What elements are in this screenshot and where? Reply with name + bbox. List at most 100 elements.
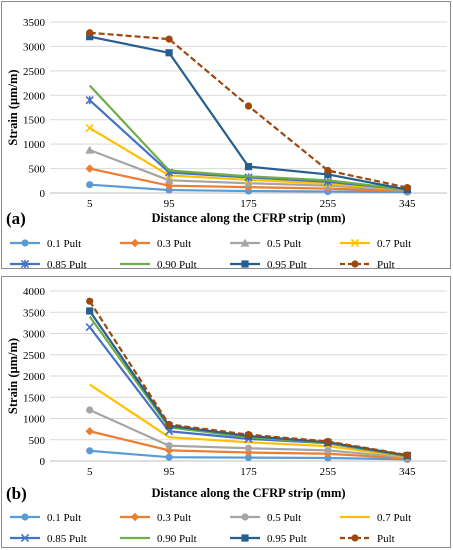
y-tick-label-b: 2000 bbox=[23, 371, 46, 383]
legend-label-a: 0.90 Pult bbox=[157, 259, 197, 271]
series-line-b bbox=[89, 383, 408, 458]
data-point-a bbox=[85, 164, 94, 173]
y-tick-label-b: 500 bbox=[29, 435, 46, 447]
data-point-a bbox=[324, 170, 332, 179]
x-tick-label-b: 95 bbox=[164, 466, 176, 478]
legend-marker-b bbox=[130, 512, 140, 522]
legend-label-b: 0.5 Pult bbox=[267, 512, 301, 524]
data-point-a bbox=[165, 186, 173, 194]
data-point-a bbox=[244, 163, 253, 171]
legend-label-b: 0.85 Pult bbox=[47, 533, 87, 545]
y-axis-title-a: Strain (μm/m) bbox=[6, 69, 20, 145]
legend-item-b: 0.5 Pult bbox=[230, 512, 301, 524]
x-tick-label-b: 345 bbox=[399, 466, 416, 478]
legend-marker-a bbox=[20, 259, 30, 269]
data-point-a bbox=[324, 166, 332, 175]
chart-b-svg: 0 500 1000 1500 2000 2500 3000 3500 4000 5 95 175 25… bbox=[6, 286, 447, 545]
x-tick-label-b: 175 bbox=[240, 466, 257, 478]
legend-label-a: 0.5 Pult bbox=[267, 238, 301, 250]
legend-label-b: 0.7 Pult bbox=[377, 512, 411, 524]
series-b-7 bbox=[86, 297, 411, 459]
data-point-b bbox=[165, 453, 173, 461]
legend-item-a: 0.95 Pult bbox=[230, 259, 307, 271]
y-tick-label-a: 1000 bbox=[23, 139, 46, 151]
series-a-2 bbox=[85, 145, 412, 194]
data-point-b bbox=[85, 322, 94, 332]
legend-label-b: 0.90 Pult bbox=[157, 533, 197, 545]
x-tick-label-a: 345 bbox=[399, 198, 416, 210]
panel-letter-a: (a) bbox=[6, 209, 26, 228]
legend-item-a: 0.5 Pult bbox=[230, 238, 301, 250]
x-tick-label-a: 255 bbox=[320, 198, 337, 210]
x-tick-label-a: 175 bbox=[240, 198, 257, 210]
data-point-a bbox=[244, 182, 253, 192]
legend-item-b: 0.1 Pult bbox=[10, 512, 81, 524]
legend-marker-b bbox=[351, 534, 359, 542]
legend-marker-a bbox=[351, 260, 359, 268]
legend-item-a: Pult bbox=[340, 259, 395, 271]
y-tick-label-b: 1000 bbox=[23, 414, 46, 426]
legend-label-a: Pult bbox=[377, 259, 395, 271]
x-tick-label-b: 255 bbox=[320, 466, 337, 478]
legend-label-b: 0.95 Pult bbox=[267, 533, 307, 545]
legend-marker-a bbox=[241, 260, 249, 268]
legend-label-a: 0.7 Pult bbox=[377, 238, 411, 250]
legend-marker-a bbox=[350, 238, 360, 248]
data-point-b bbox=[244, 448, 253, 457]
legend-label-a: 0.1 Pult bbox=[47, 238, 81, 250]
data-point-b bbox=[244, 444, 253, 452]
data-point-a bbox=[85, 96, 94, 105]
data-point-a bbox=[403, 184, 411, 192]
y-tick-label-b: 0 bbox=[40, 456, 46, 468]
y-tick-label-a: 3000 bbox=[23, 41, 46, 53]
data-point-a bbox=[165, 35, 173, 43]
legend-marker-a bbox=[21, 239, 29, 247]
y-tick-label-b: 2500 bbox=[23, 350, 46, 362]
series-a-6 bbox=[86, 33, 411, 194]
legend-marker-a bbox=[240, 238, 250, 247]
legend-label-b: Pult bbox=[377, 533, 395, 545]
data-point-b bbox=[244, 431, 253, 439]
y-tick-label-a: 500 bbox=[29, 164, 46, 176]
x-tick-label-a: 95 bbox=[164, 198, 176, 210]
data-point-b bbox=[165, 420, 173, 429]
legend-label-b: 0.3 Pult bbox=[157, 512, 191, 524]
data-point-b bbox=[324, 437, 332, 446]
legend-label-a: 0.85 Pult bbox=[47, 259, 87, 271]
panel-letter-b: (b) bbox=[6, 484, 27, 503]
x-tick-label-b: 5 bbox=[87, 466, 93, 478]
chart-panel-a: 0 500 1000 1500 2000 2500 3000 3500 5 95 175 255 345… bbox=[1, 1, 451, 271]
series-a-7 bbox=[86, 29, 411, 192]
legend-item-b: Pult bbox=[340, 533, 395, 545]
y-tick-label-b: 4000 bbox=[23, 286, 46, 298]
legend-item-b: 0.7 Pult bbox=[340, 512, 411, 524]
series-a-5 bbox=[88, 84, 408, 191]
data-point-b bbox=[86, 297, 94, 305]
legend-marker-a bbox=[130, 238, 140, 248]
y-tick-label-a: 2000 bbox=[23, 90, 46, 102]
legend-label-b: 0.1 Pult bbox=[47, 512, 81, 524]
data-point-b bbox=[324, 454, 332, 462]
legend-marker-b bbox=[241, 534, 249, 542]
data-point-b bbox=[85, 427, 94, 436]
y-tick-label-a: 0 bbox=[40, 188, 46, 200]
y-tick-label-b: 3500 bbox=[23, 307, 46, 319]
y-tick-label-b: 1500 bbox=[23, 392, 46, 404]
legend-label-a: 0.95 Pult bbox=[267, 259, 307, 271]
data-point-a bbox=[85, 145, 95, 154]
series-b-2 bbox=[86, 406, 411, 462]
legend-item-a: 0.90 Pult bbox=[120, 259, 197, 271]
x-axis-title-b: Distance along the CFRP strip (mm) bbox=[151, 486, 345, 500]
y-tick-label-a: 2500 bbox=[23, 66, 46, 78]
data-point-a bbox=[85, 123, 94, 133]
legend-marker-b bbox=[241, 513, 249, 521]
chart-panel-b: 0 500 1000 1500 2000 2500 3000 3500 4000 5 95 175 25… bbox=[1, 276, 451, 548]
legend-item-b: 0.95 Pult bbox=[230, 533, 307, 545]
legend-item-b: 0.90 Pult bbox=[120, 533, 197, 545]
chart-a-svg: 0 500 1000 1500 2000 2500 3000 3500 5 95 175 255 345… bbox=[6, 17, 447, 271]
data-point-a bbox=[244, 178, 253, 187]
legend-item-b: 0.3 Pult bbox=[120, 512, 191, 524]
legend-item-a: 0.3 Pult bbox=[120, 238, 191, 250]
y-tick-label-a: 1500 bbox=[23, 115, 46, 127]
data-point-b bbox=[86, 406, 94, 414]
